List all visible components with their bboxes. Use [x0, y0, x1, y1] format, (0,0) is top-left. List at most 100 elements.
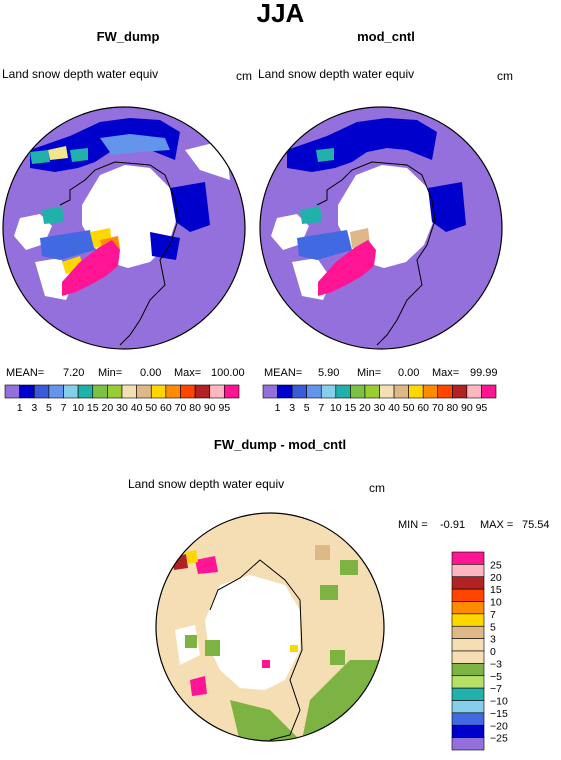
colorbar-tick-label: 10 [72, 402, 84, 414]
map-diff [155, 512, 385, 742]
sea-ice-contour-diff [209, 559, 303, 741]
colorbar-tick-label: 5 [490, 621, 496, 633]
colorbar-swatch [136, 384, 152, 399]
colorbar-tick-label: 15 [87, 402, 99, 414]
colorbar-tick-label: 1 [17, 402, 23, 414]
colorbar-swatch [451, 675, 485, 689]
max-value-fw-dump: 100.00 [211, 367, 245, 379]
colorbar-swatch [107, 384, 123, 399]
west-mix-mod-cntl [297, 230, 352, 260]
west-mix-fw-dump [40, 230, 95, 260]
colorbar-swatch [350, 384, 366, 399]
min-label-mod-cntl: Min= [357, 367, 382, 379]
colorbar-swatch [451, 601, 485, 615]
mean-label-mod-cntl: MEAN= [264, 367, 303, 379]
colorbar-tick-label: 10 [490, 597, 502, 609]
colorbar-swatch [451, 588, 485, 602]
gold-cells-fw-dump [62, 228, 112, 274]
colorbar-tick-label: −10 [490, 696, 508, 708]
units-diff: cm [369, 481, 385, 495]
colorbar-tick-label: 15 [490, 584, 502, 596]
colorbar-swatch [451, 551, 485, 565]
colorbar-swatch [451, 650, 485, 664]
colorbar-swatch [451, 564, 485, 578]
field-label-diff: Land snow depth water equiv [128, 477, 285, 491]
colorbar-swatch [451, 712, 485, 726]
colorbar-swatch [451, 687, 485, 701]
min-value-mod-cntl: 0.00 [398, 367, 420, 379]
colorbar-tick-label: 90 [461, 402, 473, 414]
min-label-fw-dump: Min= [98, 367, 123, 379]
colorbar-tick-label: 70 [432, 402, 444, 414]
yellow-cells-fw-dump [48, 146, 68, 160]
colorbar-tick-label: 3 [289, 402, 295, 414]
colorbar-tick-label: 1 [275, 402, 281, 414]
diff-pink-cluster [190, 556, 270, 696]
colorbar-swatch [364, 384, 380, 399]
colorbar-tick-label: 7 [61, 402, 67, 414]
colorbar-swatch [393, 384, 409, 399]
max-label-diff: MAX = [480, 519, 514, 531]
min-value-diff: -0.91 [440, 519, 466, 531]
colorbar-swatch [306, 384, 322, 399]
diff-tan-cells [315, 545, 330, 560]
colorbar-swatch [33, 384, 50, 399]
colorbar-tick-label: 70 [175, 402, 187, 414]
colorbar-tick-label: 15 [345, 402, 357, 414]
colorbar-swatch [451, 613, 485, 627]
colorbar-tick-label: 60 [417, 402, 429, 414]
mean-label-fw-dump: MEAN= [6, 367, 45, 379]
max-label-mod-cntl: Max= [432, 367, 460, 379]
colorbar-swatch [48, 384, 64, 399]
field-label-fw-dump: Land snow depth water equiv [2, 67, 159, 81]
colorbar-swatch [77, 384, 94, 399]
panel-title-mod-cntl: mod_cntl [357, 29, 415, 44]
sea-ice-contour-fw-dump [59, 161, 179, 346]
map-mod-cntl [259, 106, 503, 350]
teal-cells-mod-cntl [300, 148, 334, 224]
colorbar-swatch [422, 384, 439, 399]
colorbar-tick-label: 90 [204, 402, 216, 414]
colorbar-tick-label: 50 [145, 402, 157, 414]
colorbar-swatch [262, 384, 278, 399]
colorbar-swatch [165, 384, 181, 399]
map-boundary-fw-dump [2, 106, 246, 350]
field-label-mod-cntl: Land snow depth water equiv [258, 67, 415, 81]
colorbar-swatch [451, 663, 485, 677]
colorbar-tick-label: 7 [318, 402, 324, 414]
colorbar-swatch [451, 576, 485, 590]
colorbar-swatch [481, 384, 497, 399]
diff-yellow-cluster [186, 550, 298, 652]
colorbar-swatch [466, 384, 482, 399]
colorbar-tick-label: 0 [490, 646, 496, 658]
min-label-diff: MIN = [398, 519, 428, 531]
panel-title-fw-dump: FW_dump [96, 29, 160, 44]
max-value-mod-cntl: 99.99 [470, 367, 498, 379]
sea-ice-contour-mod-cntl [316, 161, 436, 346]
east-blue-mod-cntl [428, 182, 466, 232]
max-label-fw-dump: Max= [174, 367, 202, 379]
colorbar-swatch [63, 384, 79, 399]
colorbar-tick-label: 30 [116, 402, 128, 414]
colorbar-swatch [4, 384, 20, 399]
map-boundary-diff [155, 512, 385, 742]
diff-green-cells [185, 560, 358, 665]
colorbar-tick-label: 3 [31, 402, 37, 414]
colorbar-tick-label: 20 [359, 402, 371, 414]
colorbar-swatch [121, 384, 137, 399]
colorbar-swatch [379, 384, 395, 399]
colorbar-swatch [408, 384, 424, 399]
colorbar-swatch [92, 384, 108, 399]
mean-value-fw-dump: 7.20 [63, 367, 85, 379]
colorbar-tick-label: 95 [476, 402, 488, 414]
colorbar-tick-label: −7 [490, 683, 502, 695]
map-boundary-mod-cntl [259, 106, 503, 350]
east-blue-fw-dump [150, 182, 210, 260]
colorbar-tick-label: 3 [490, 634, 496, 646]
colorbar-tick-label: 25 [490, 559, 502, 571]
colorbar-swatch [451, 724, 485, 738]
colorbar-tick-label: 60 [160, 402, 172, 414]
colorbar-tick-label: 20 [490, 572, 502, 584]
colorbar-swatch [209, 384, 225, 399]
colorbar-tick-label: 30 [374, 402, 386, 414]
